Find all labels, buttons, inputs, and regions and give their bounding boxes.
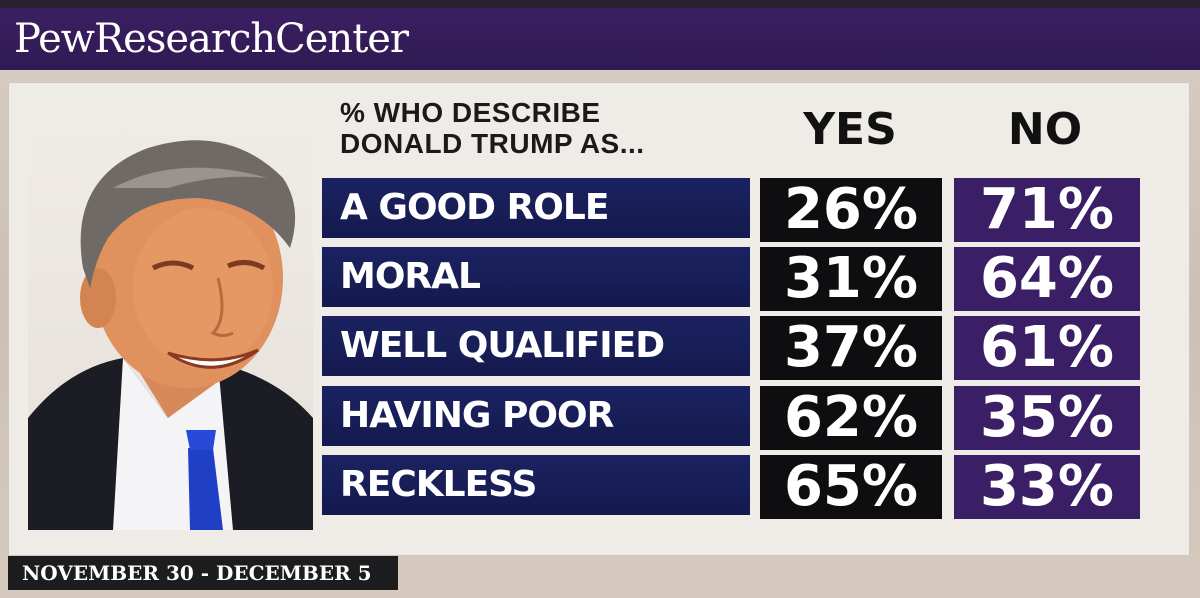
question-line-1: % WHO DESCRIBE (340, 97, 601, 128)
row-label: A GOOD ROLE MODEL (322, 178, 750, 288)
no-value: 64% (954, 247, 1140, 311)
yes-value: 37% (760, 316, 942, 380)
row-label: MORAL (322, 247, 750, 307)
date-range-label: NOVEMBER 30 - DECEMBER 5 (8, 556, 398, 590)
yes-value: 62% (760, 386, 942, 450)
no-value: 33% (954, 455, 1140, 519)
no-value: 61% (954, 316, 1140, 380)
table-row: RECKLESS 65% 33% (322, 455, 1142, 519)
row-label: WELL QUALIFIED (322, 316, 750, 376)
table-row: MORAL 31% 64% (322, 247, 1142, 311)
table-row: WELL QUALIFIED 37% 61% (322, 316, 1142, 380)
yes-value: 65% (760, 455, 942, 519)
column-header-no: NO (1007, 104, 1083, 155)
portrait-image (28, 118, 313, 530)
no-value: 35% (954, 386, 1140, 450)
row-label: HAVING POOR JUDGMENT (322, 386, 750, 496)
row-label: RECKLESS (322, 455, 750, 515)
question-line-2: DONALD TRUMP AS... (340, 128, 645, 159)
yes-value: 26% (760, 178, 942, 242)
column-header-yes: YES (803, 104, 897, 155)
table-row: HAVING POOR JUDGMENT 62% 35% (322, 386, 1142, 496)
no-value: 71% (954, 178, 1140, 242)
brand-logo: PewResearchCenter (14, 16, 409, 62)
question-text: % WHO DESCRIBE DONALD TRUMP AS... (340, 97, 740, 159)
portrait-illustration (28, 118, 313, 530)
table-row: A GOOD ROLE MODEL 26% 71% (322, 178, 1142, 288)
top-edge (0, 0, 1200, 8)
yes-value: 31% (760, 247, 942, 311)
brand-bar: PewResearchCenter (0, 8, 1200, 70)
